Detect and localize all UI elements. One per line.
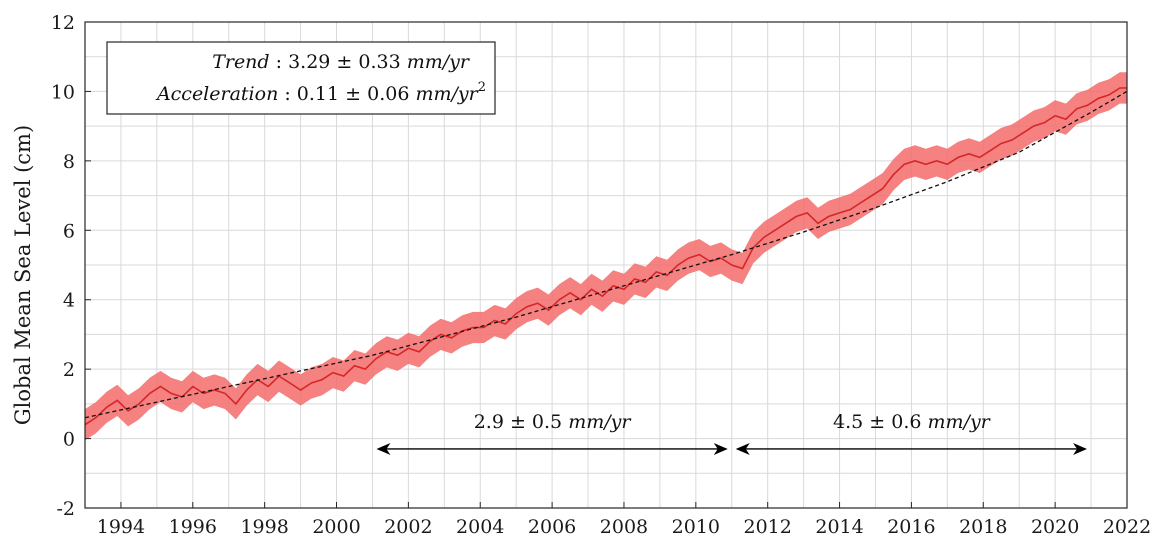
x-tick-label: 2004 [456, 516, 504, 538]
y-tick-label: 8 [63, 151, 75, 173]
x-tick-label: 2014 [815, 516, 863, 538]
y-tick-label: 2 [63, 359, 75, 381]
trend-layer [84, 90, 1128, 419]
rate-label-value: 2.9 ± 0.5 [474, 411, 568, 433]
annotations: 2.9 ± 0.5 mm/yr 4.5 ± 0.6 mm/yr [376, 411, 1088, 455]
uncertainty-band-layer [85, 72, 1127, 441]
legend-frame [106, 41, 496, 115]
y-tick-label: 6 [63, 220, 75, 242]
x-tick-label: 2018 [959, 516, 1007, 538]
x-tick-label: 2002 [384, 516, 432, 538]
x-tick-label: 2006 [528, 516, 576, 538]
x-tick-label: 2022 [1103, 516, 1151, 538]
x-axis-ticks: 1994 1996 1998 2000 2002 2004 2006 2008 2010 2012… [97, 502, 1151, 538]
legend-line-trend: Trend : 3.29 ± 0.33 mm/yr [212, 51, 471, 73]
plot-frame [84, 21, 1128, 509]
rate-label-unit: mm/yr [568, 411, 632, 433]
x-tick-label: 2012 [744, 516, 792, 538]
x-tick-label: 2000 [312, 516, 360, 538]
y-axis-ticks: -2 0 2 4 6 8 10 12 [51, 12, 91, 520]
uncertainty-band [85, 72, 1127, 441]
legend-box: Trend : 3.29 ± 0.33 mm/yr Acceleration :… [106, 41, 496, 115]
x-tick-label: 2010 [672, 516, 720, 538]
series-layer [84, 87, 1127, 426]
rate-label: 2.9 ± 0.5 mm/yr [474, 411, 633, 433]
legend-line-acceleration: Acceleration : 0.11 ± 0.06 mm/yr2 [155, 80, 486, 105]
x-tick-label: 1996 [169, 516, 217, 538]
legend-trend-label: Trend [212, 51, 269, 73]
x-tick-label: 2008 [600, 516, 648, 538]
legend-accel-unit: mm/yr [415, 83, 479, 105]
legend-accel-sup: 2 [478, 80, 486, 95]
legend-accel-label: Acceleration [155, 83, 278, 105]
legend-accel-value: 0.11 ± 0.06 [297, 83, 410, 105]
y-tick-label: 4 [63, 290, 75, 312]
legend-trend-value: 3.29 ± 0.33 [288, 51, 401, 73]
y-tick-label: -2 [56, 498, 75, 520]
x-tick-label: 2016 [887, 516, 935, 538]
x-tick-label: 1998 [240, 516, 288, 538]
legend-trend-unit: mm/yr [407, 51, 471, 73]
x-tick-label: 1994 [97, 516, 145, 538]
y-tick-label: 0 [63, 429, 75, 451]
legend-trend-sep: : [270, 51, 288, 73]
rate-label: 4.5 ± 0.6 mm/yr [833, 411, 992, 433]
trend-line [84, 90, 1128, 419]
gmsl-series-line [84, 87, 1127, 426]
rate-label-value: 4.5 ± 0.6 [833, 411, 927, 433]
y-axis-label: Global Mean Sea Level (cm) [11, 125, 35, 425]
legend-accel-sep: : [278, 83, 296, 105]
x-tick-label: 2020 [1031, 516, 1079, 538]
rate-label-unit: mm/yr [928, 411, 992, 433]
y-tick-label: 12 [51, 12, 75, 34]
y-tick-label: 10 [51, 81, 75, 103]
